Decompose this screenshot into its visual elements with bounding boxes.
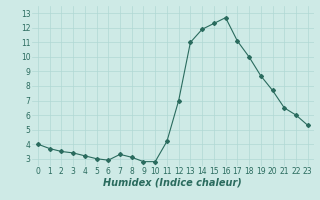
X-axis label: Humidex (Indice chaleur): Humidex (Indice chaleur) <box>103 178 242 188</box>
